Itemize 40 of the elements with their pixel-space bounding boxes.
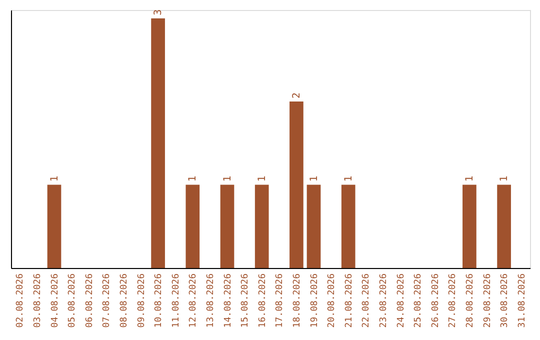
data-label: 1 — [499, 176, 510, 182]
x-tick-label: 15.08.2026 — [240, 274, 251, 328]
data-label: 1 — [49, 176, 60, 182]
x-tick-label: 24.08.2026 — [396, 274, 406, 328]
data-label: 2 — [291, 92, 302, 99]
x-tick-label: 21.08.2026 — [344, 274, 354, 328]
x-tick-label: 03.08.2026 — [32, 274, 43, 328]
x-tick-label: 14.08.2026 — [223, 274, 234, 328]
data-label: 1 — [222, 176, 234, 182]
x-tick-label: 06.08.2026 — [84, 274, 95, 328]
data-label: 1 — [256, 176, 268, 182]
x-tick-label: 09.08.2026 — [136, 274, 147, 328]
x-tick-label: 17.08.2026 — [275, 274, 286, 328]
x-tick-label: 05.08.2026 — [68, 274, 78, 328]
x-tick-label: 11.08.2026 — [171, 274, 182, 328]
data-label: 1 — [464, 176, 476, 182]
x-tick-label: 07.08.2026 — [102, 274, 112, 328]
x-tick-label: 23.08.2026 — [378, 274, 389, 328]
x-tick-label: 04.08.2026 — [50, 274, 60, 328]
data-label: 1 — [188, 176, 199, 182]
x-tick-label: 31.08.2026 — [517, 274, 528, 328]
x-tick-label: 20.08.2026 — [327, 274, 338, 328]
x-tick-label: 12.08.2026 — [188, 274, 199, 328]
data-label: 3 — [153, 9, 164, 16]
x-tick-label: 27.08.2026 — [448, 274, 458, 328]
x-tick-label: 26.08.2026 — [430, 274, 441, 328]
x-tick-label: 19.08.2026 — [310, 274, 320, 328]
x-tick-label: 08.08.2026 — [119, 274, 130, 328]
x-tick-label: 13.08.2026 — [206, 274, 216, 328]
x-tick-label: 28.08.2026 — [465, 274, 476, 328]
x-tick-label: 22.08.2026 — [362, 274, 372, 328]
data-label: 1 — [343, 176, 354, 182]
x-tick-label: 30.08.2026 — [500, 274, 510, 328]
x-tick-label: 29.08.2026 — [482, 274, 493, 328]
data-label: 1 — [308, 176, 320, 182]
x-tick-label: 10.08.2026 — [154, 274, 164, 328]
x-tick-label: 02.08.2026 — [16, 274, 26, 328]
x-tick-label: 16.08.2026 — [258, 274, 268, 328]
x-tick-label: 18.08.2026 — [292, 274, 302, 328]
x-tick-label: 25.08.2026 — [414, 274, 424, 328]
